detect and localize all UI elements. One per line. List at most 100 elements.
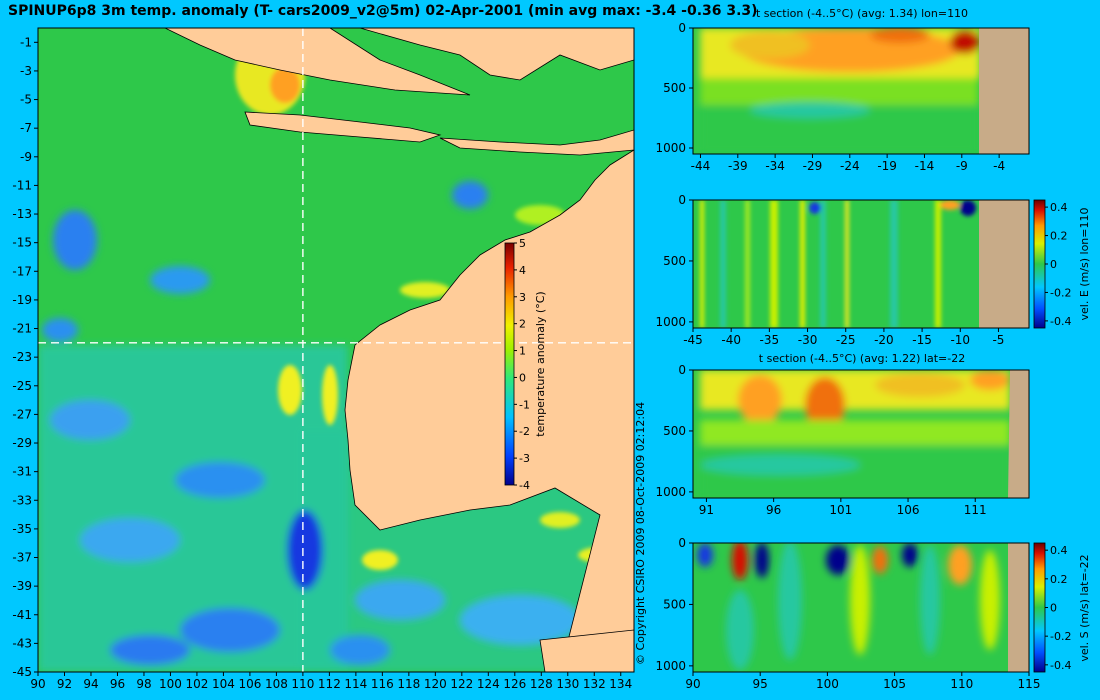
map-x-tick-label: 96	[110, 677, 125, 691]
vel-e-section-x-axis: -45 -40 -35 -30 -25 -20 -15 -10 -5	[683, 328, 1004, 347]
map-y-tick-label: -9	[20, 150, 32, 164]
map-y-tick-label: -27	[12, 407, 32, 421]
vel-s-colorbar-ticks: 0.4 0.2 0 -0.2 -0.4	[1045, 544, 1071, 672]
temperature-colorbar-label: temperature anomaly (°C)	[534, 291, 547, 436]
vel-e-colorbar-tick-label: 0	[1050, 258, 1057, 271]
t-section-lon-frame	[692, 27, 1030, 155]
sumatra-land	[164, 28, 471, 96]
vel-e-colorbar-tick-label: -0.4	[1050, 315, 1071, 328]
vel-e-colorbar-ticks: 0.4 0.2 0 -0.2 -0.4	[1045, 201, 1071, 328]
t-section-lat-land	[1008, 370, 1029, 498]
vel-s-section-land	[1008, 543, 1029, 672]
vel-s-section-x-axis: 90 95 100 105 110 115	[685, 672, 1040, 691]
map-y-tick-label: -33	[12, 493, 32, 507]
vel-s-colorbar-label: vel. S (m/s) lat=-22	[1078, 554, 1091, 661]
vel-e-section-x-tick-label: -40	[721, 333, 741, 347]
map-y-tick-label: -21	[12, 322, 32, 336]
t-section-lat-x-tick-label: 91	[699, 503, 714, 517]
t-section-lon-x-tick-label: -14	[915, 159, 935, 173]
vel-s-colorbar-tick-label: 0.2	[1050, 573, 1068, 586]
vel-s-section-y-tick-label: 500	[663, 597, 686, 611]
map-y-tick-label: -15	[12, 236, 32, 250]
map-x-tick-label: 126	[503, 677, 526, 691]
vel-e-section-x-tick-label: -20	[874, 333, 894, 347]
vel-e-section-land	[979, 200, 1029, 328]
copyright-note: © Copyright CSIRO 2009 08-Oct-2009 02:12…	[634, 401, 647, 665]
vel-s-section-y-tick-label: 1000	[655, 659, 686, 673]
vel-s-colorbar-tick-label: 0	[1050, 602, 1057, 615]
vel-s-colorbar	[1033, 542, 1046, 673]
map-y-tick-label: -23	[12, 350, 32, 364]
vel-s-section-x-tick-label: 115	[1018, 677, 1041, 691]
vel-e-section-y-tick-label: 0	[678, 193, 686, 207]
map-x-tick-label: 122	[450, 677, 473, 691]
land-masses	[164, 28, 634, 672]
vel-s-section-x-tick-label: 110	[950, 677, 973, 691]
t-section-lon-y-tick-label: 1000	[655, 141, 686, 155]
t-section-lon-x-tick-label: -19	[877, 159, 897, 173]
vel-e-colorbar-label: vel. E (m/s) lon=110	[1078, 208, 1091, 321]
temperature-colorbar-tick-label: -1	[519, 398, 530, 411]
australia-land	[344, 149, 634, 672]
temperature-colorbar	[504, 242, 515, 486]
map-x-tick-label: 92	[57, 677, 72, 691]
map-x-tick-label: 124	[477, 677, 500, 691]
map-x-tick-label: 134	[609, 677, 632, 691]
map-x-tick-label: 106	[238, 677, 261, 691]
map-y-tick-label: -3	[20, 64, 32, 78]
t-section-lon-y-tick-label: 0	[678, 21, 686, 35]
map-y-tick-label: -43	[12, 636, 32, 650]
map-x-tick-label: 116	[371, 677, 394, 691]
t-section-lon-title: t section (-4..5°C) (avg: 1.34) lon=110	[755, 7, 969, 20]
t-section-lat-y-tick-label: 1000	[655, 485, 686, 499]
t-section-lon-panel	[693, 28, 1029, 154]
vel-e-section-x-tick-label: -35	[760, 333, 780, 347]
vel-s-section-y-axis: 0 500 1000	[655, 536, 693, 673]
map-y-tick-label: -31	[12, 465, 32, 479]
t-section-lat-x-tick-label: 101	[829, 503, 852, 517]
map-x-tick-label: 128	[530, 677, 553, 691]
map-x-tick-label: 110	[291, 677, 314, 691]
vel-s-section-panel	[693, 543, 1029, 672]
t-section-lat-frame	[692, 369, 1030, 499]
borneo-land	[359, 28, 634, 81]
map-x-tick-label: 112	[318, 677, 341, 691]
temperature-colorbar-tick-label: 5	[519, 237, 526, 250]
map-y-tick-label: -1	[20, 35, 32, 49]
map-panel	[38, 28, 634, 672]
map-y-tick-label: -5	[20, 93, 32, 107]
vel-s-section-x-tick-label: 105	[883, 677, 906, 691]
t-section-lon-x-axis: -44 -39 -34 -29 -24 -19 -14 -9 -4	[691, 154, 1005, 173]
temperature-colorbar-ticks: 5 4 3 2 1 0 -1 -2 -3 -4	[514, 237, 530, 492]
vel-e-colorbar-tick-label: 0.2	[1050, 230, 1068, 243]
temperature-colorbar-tick-label: -2	[519, 425, 530, 438]
vel-e-section-x-tick-label: -45	[683, 333, 703, 347]
vel-e-colorbar	[1033, 199, 1046, 329]
map-x-tick-label: 104	[212, 677, 235, 691]
map-y-tick-label: -37	[12, 551, 32, 565]
t-section-lat-x-tick-label: 96	[766, 503, 781, 517]
map-x-tick-label: 118	[397, 677, 420, 691]
t-section-lat-title: t section (-4..5°C) (avg: 1.22) lat=-22	[758, 352, 966, 365]
map-x-tick-label: 100	[159, 677, 182, 691]
t-section-lon-x-tick-label: -29	[803, 159, 823, 173]
vel-e-section-x-tick-label: -30	[798, 333, 818, 347]
map-x-tick-label: 120	[424, 677, 447, 691]
vel-e-colorbar-tick-label: -0.2	[1050, 286, 1071, 299]
map-y-tick-label: -7	[20, 121, 32, 135]
map-x-tick-label: 102	[185, 677, 208, 691]
map-y-tick-label: -17	[12, 264, 32, 278]
temperature-colorbar-tick-label: 4	[519, 264, 526, 277]
t-section-lat-x-tick-label: 111	[964, 503, 987, 517]
map-x-tick-label: 90	[30, 677, 45, 691]
t-section-lon-x-tick-label: -9	[956, 159, 968, 173]
map-x-tick-label: 114	[344, 677, 367, 691]
map-y-tick-label: -45	[12, 665, 32, 679]
t-section-lon-land	[979, 28, 1029, 154]
map-y-tick-label: -41	[12, 608, 32, 622]
t-section-lon-y-axis: 0 500 1000	[655, 21, 693, 155]
lesser-sunda-land	[439, 129, 634, 156]
temperature-colorbar-tick-label: -4	[519, 479, 530, 492]
t-section-lon-x-tick-label: -34	[765, 159, 785, 173]
